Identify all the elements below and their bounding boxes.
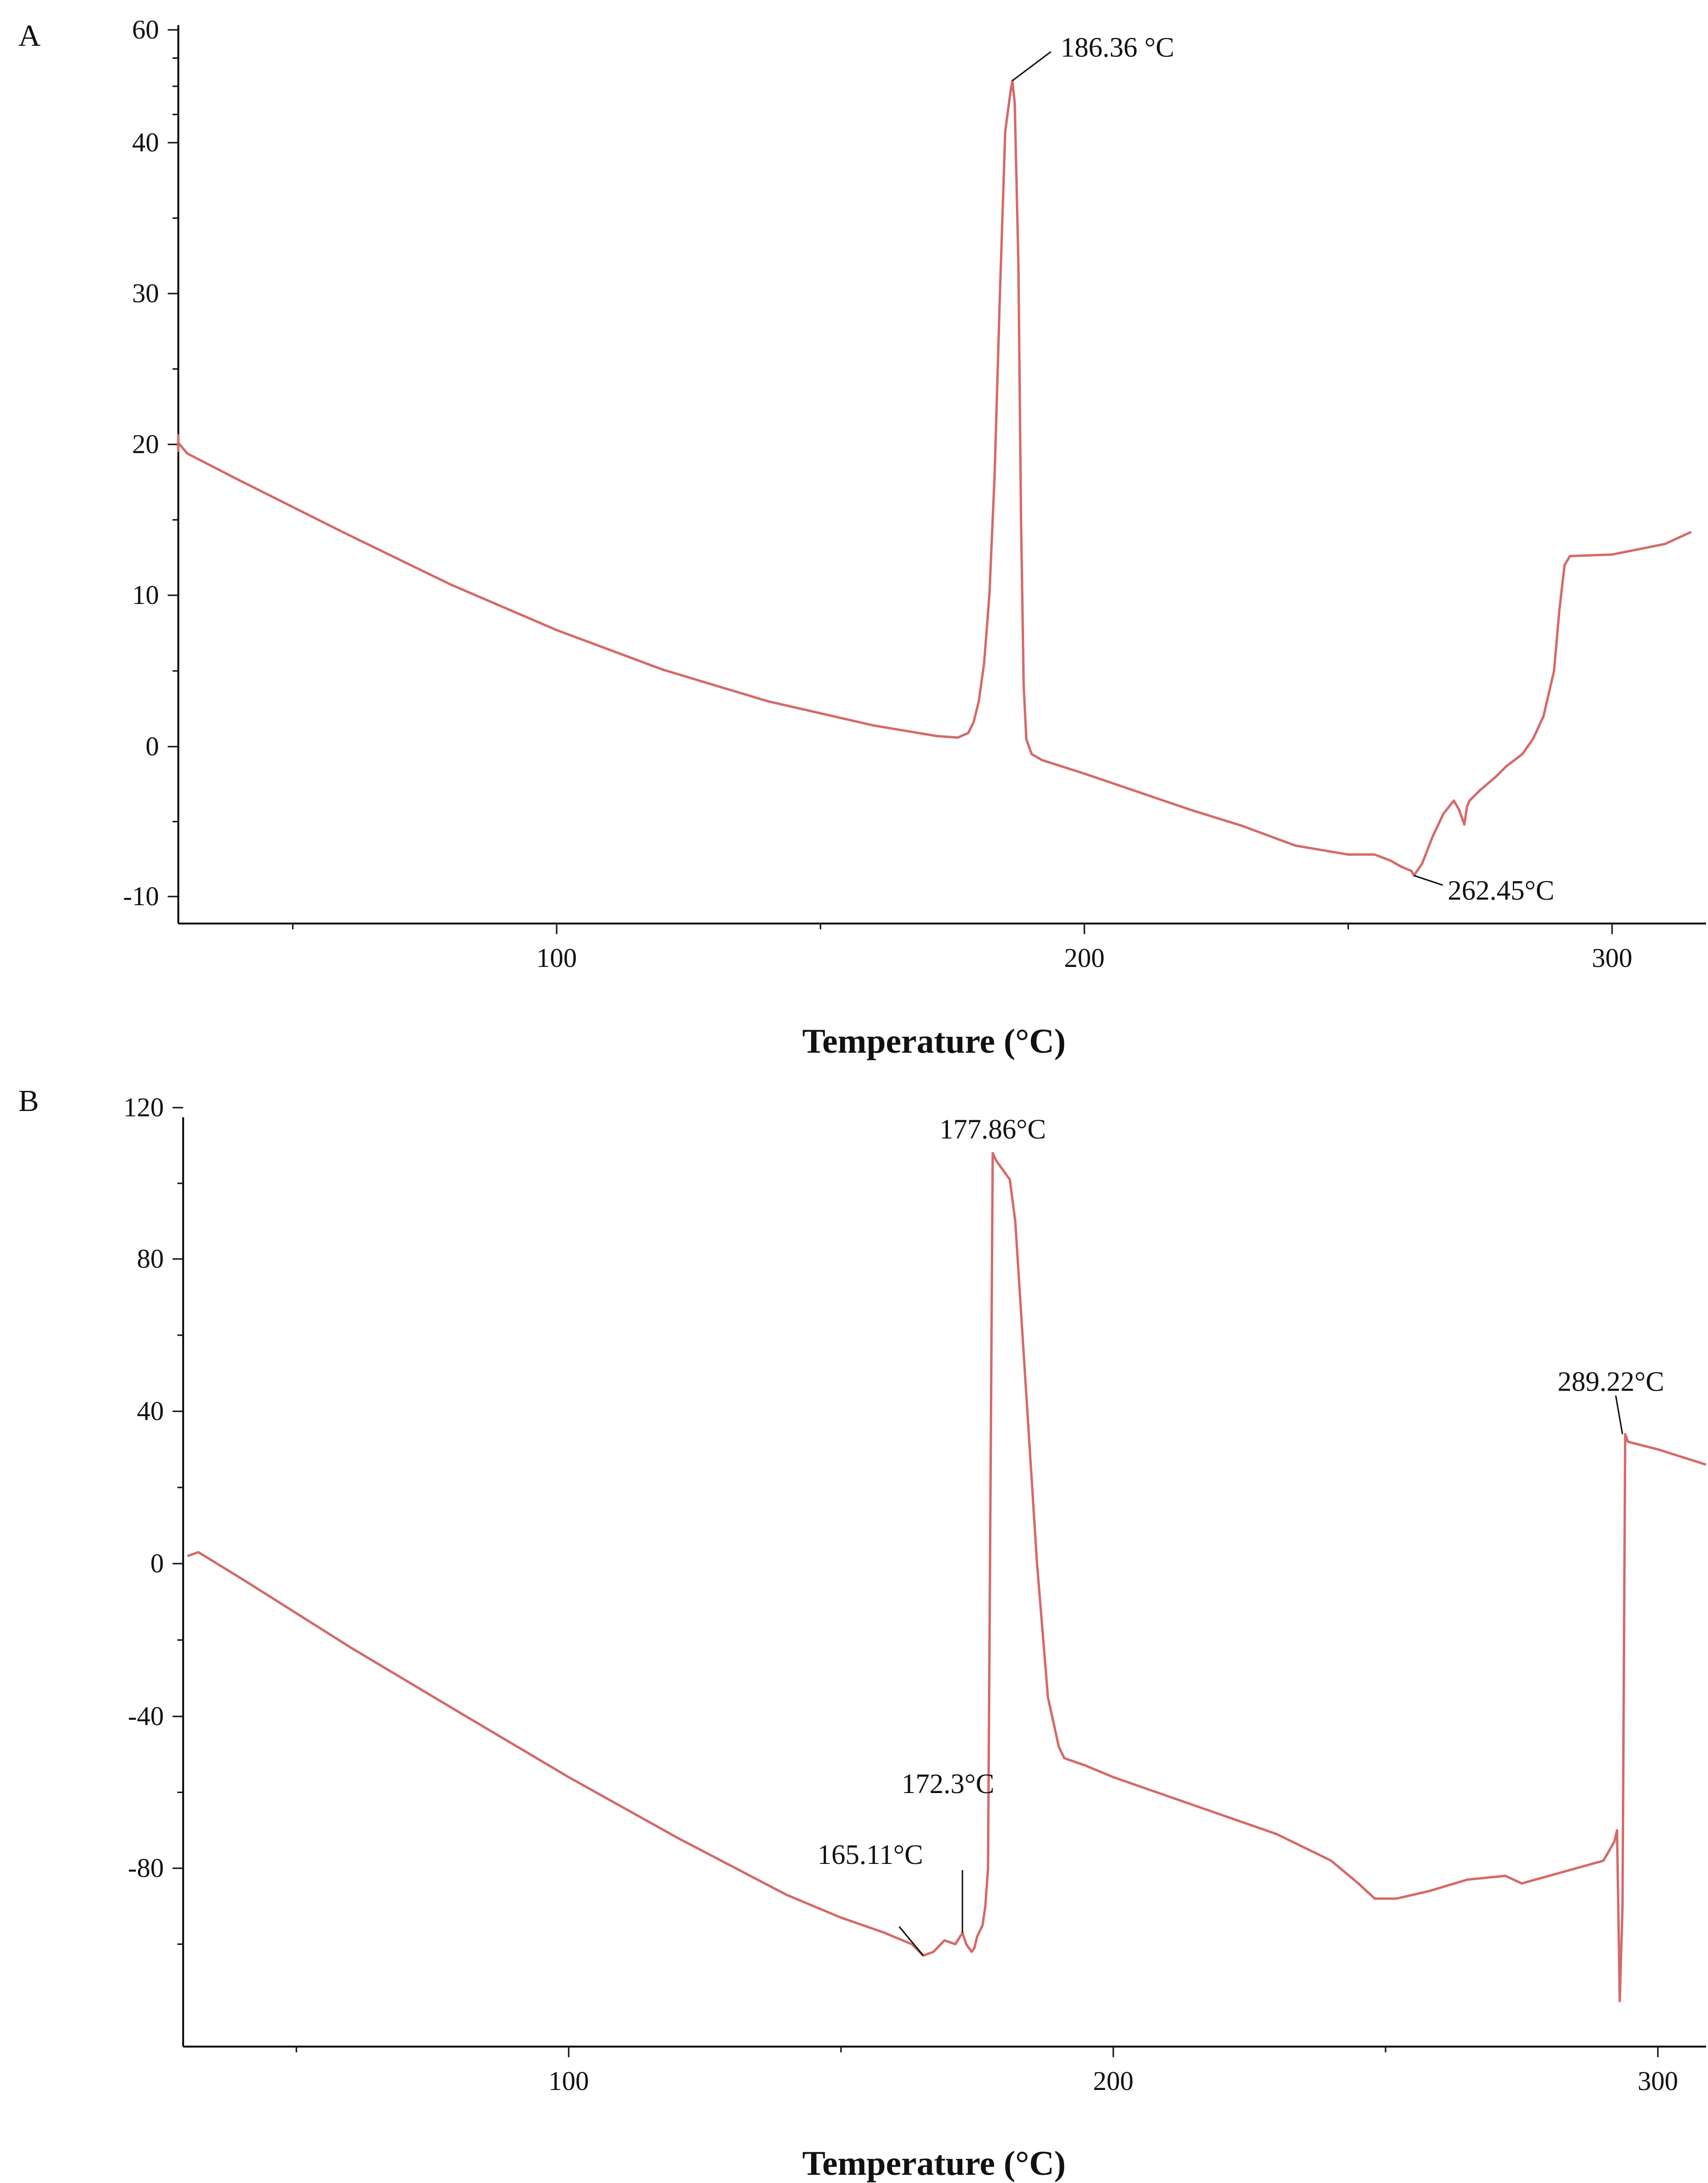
x-tick-label: 100 [536, 943, 577, 973]
peak-annotation-label: 177.86°C [939, 1113, 1046, 1145]
peak-annotation-label: 289.22°C [1558, 1366, 1664, 1397]
x-tick-label: 300 [1592, 943, 1632, 973]
y-tick-label: 80 [137, 1244, 164, 1274]
peak-annotation-label: 186.36 °C [1061, 31, 1174, 63]
panel-b-x-axis-label: Temperature (°C) [802, 2144, 1066, 2183]
x-tick-label: 200 [1093, 2066, 1134, 2096]
y-tick-label: -10 [123, 882, 159, 911]
y-tick-label: 20 [132, 429, 159, 459]
panel-b-curve-group [187, 1152, 1707, 2003]
y-tick-label: -80 [128, 1853, 164, 1883]
peak-annotation-label: 172.3°C [902, 1768, 994, 1799]
panel-a-annotations: 186.36 °C 262.45°C [1012, 31, 1554, 906]
y-tick-label: 10 [132, 580, 159, 610]
panel-b: B 120 80 40 0 -40 -80 100 200 300 177.86°C 289.2… [18, 1084, 1707, 2183]
y-tick-label: 120 [123, 1093, 164, 1123]
x-tick-label: 300 [1638, 2066, 1678, 2096]
annotation-leader-line [898, 1926, 924, 1956]
y-tick-label: 40 [132, 128, 159, 158]
panel-b-x-ticks: 100 200 300 [295, 2047, 1678, 2096]
x-tick-label: 200 [1064, 943, 1105, 973]
panel-a-x-ticks: 100 200 300 [292, 924, 1632, 973]
y-tick-label: 60 [132, 15, 159, 45]
y-tick-label: 0 [150, 1549, 164, 1579]
panel-b-label: B [18, 1084, 39, 1118]
annotation-leader-line [1615, 1395, 1624, 1434]
panel-a-curve-group [177, 79, 1692, 877]
panel-a-label: A [18, 18, 40, 53]
y-tick-label: 0 [146, 732, 159, 762]
panel-a-x-axis-label: Temperature (°C) [802, 1022, 1066, 1060]
dsc-curve-line [177, 79, 1692, 877]
panel-a-y-ticks: 60 40 30 20 10 0 -10 [123, 15, 178, 911]
y-tick-label: -40 [128, 1701, 164, 1731]
panel-b-y-ticks: 120 80 40 0 -40 -80 [123, 1093, 183, 1945]
x-tick-label: 100 [548, 2066, 589, 2096]
peak-annotation-label: 262.45°C [1448, 874, 1554, 906]
dsc-curve-line [187, 1152, 1707, 2003]
y-tick-label: 30 [132, 279, 159, 308]
panel-b-annotations: 177.86°C 289.22°C 172.3°C 165.11°C [817, 1113, 1664, 1956]
annotation-leader-line [1012, 51, 1052, 81]
peak-annotation-label: 165.11°C [817, 1839, 923, 1870]
y-tick-label: 40 [137, 1396, 164, 1426]
annotation-leader-line [1414, 875, 1443, 886]
